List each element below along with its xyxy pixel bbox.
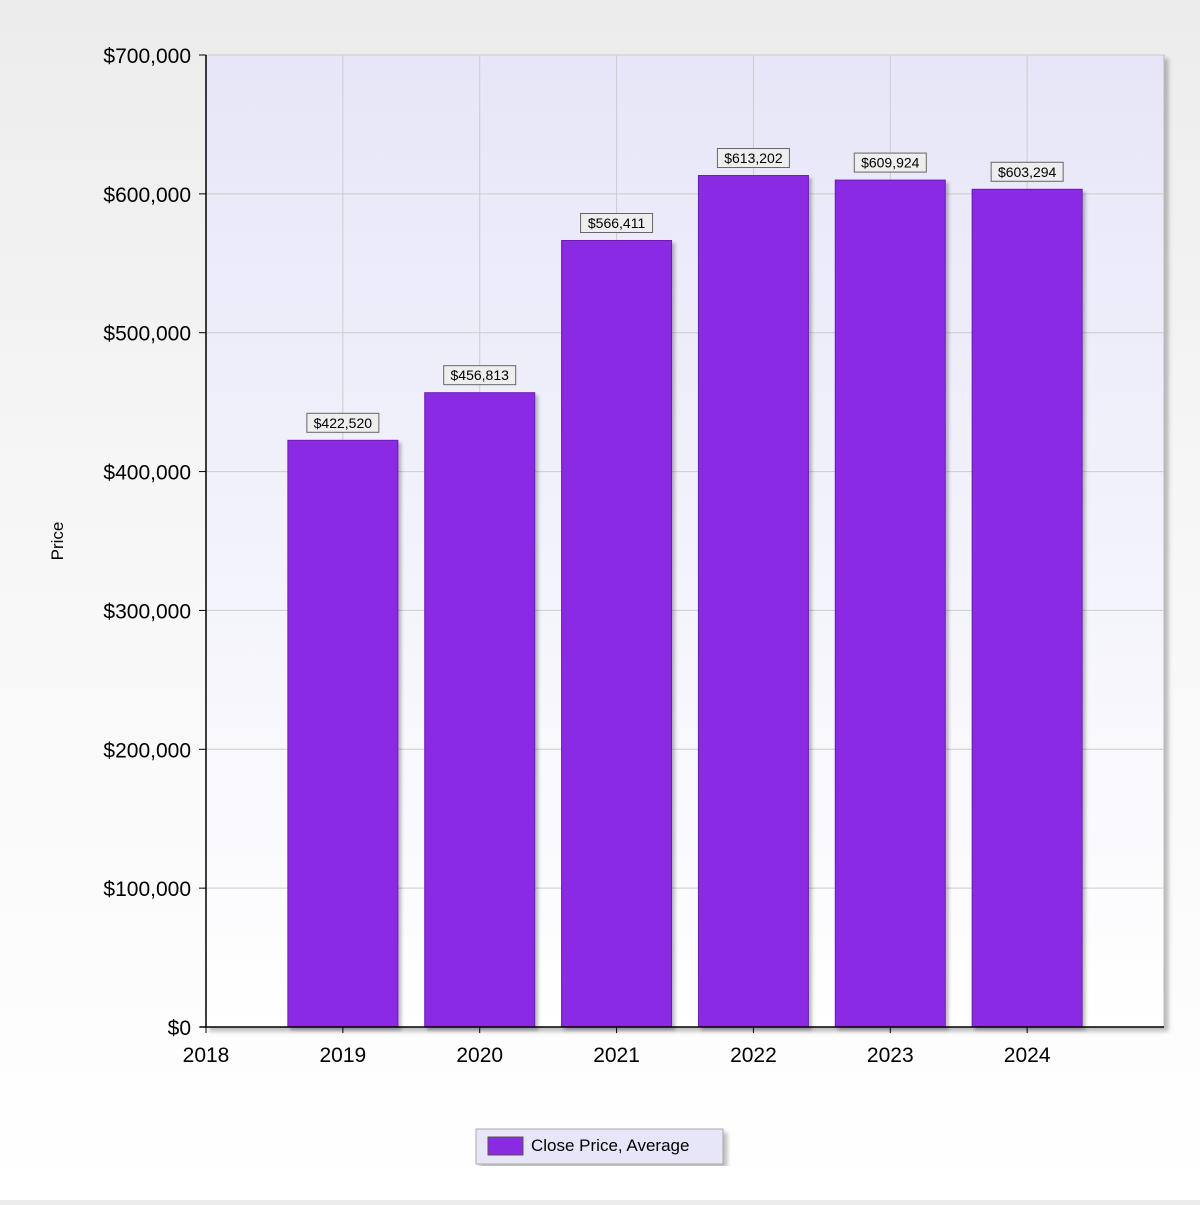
y-tick-label: $100,000 <box>103 878 191 901</box>
x-tick-label: 2019 <box>319 1044 366 1067</box>
data-label: $603,294 <box>998 164 1057 180</box>
bar-2021[interactable] <box>561 239 673 1028</box>
x-tick-label: 2018 <box>183 1044 230 1067</box>
y-tick-label: $0 <box>168 1017 191 1040</box>
data-label-box <box>853 152 927 173</box>
y-tick-label: $700,000 <box>103 45 191 68</box>
data-label: $422,520 <box>314 415 373 431</box>
data-label: $613,202 <box>724 150 783 166</box>
x-tick-label: 2023 <box>867 1044 914 1067</box>
data-label: $609,924 <box>861 155 920 171</box>
data-label-box <box>443 365 517 386</box>
bars <box>287 175 1083 1028</box>
bar-2023[interactable] <box>834 179 946 1028</box>
legend-label: Close Price, Average <box>531 1136 689 1155</box>
y-axis-title: Price <box>48 522 67 561</box>
data-label-box <box>580 212 654 233</box>
y-tick-label: $400,000 <box>103 462 191 485</box>
tick-labels: $0 $100,000 $200,000 $300,000 $400,000 $500,0… <box>103 45 1050 1067</box>
x-tick-label: 2020 <box>456 1044 503 1067</box>
data-label: $566,411 <box>588 215 646 231</box>
y-tick-label: $500,000 <box>103 323 191 346</box>
axes <box>199 54 1164 1033</box>
bar-2024[interactable] <box>971 188 1083 1028</box>
x-tick-label: 2024 <box>1004 1044 1051 1067</box>
x-tick-label: 2021 <box>593 1044 640 1067</box>
bar-2022[interactable] <box>697 175 809 1028</box>
data-label-box <box>306 412 380 433</box>
data-label: $456,813 <box>451 367 510 383</box>
bar-2020[interactable] <box>424 392 536 1028</box>
bar-2019[interactable] <box>287 439 399 1028</box>
y-tick-label: $300,000 <box>103 600 191 623</box>
y-tick-label: $600,000 <box>103 184 191 207</box>
legend-swatch <box>487 1136 524 1156</box>
x-tick-label: 2022 <box>730 1044 777 1067</box>
legend[interactable]: Close Price, Average <box>475 1128 724 1165</box>
data-label-box <box>716 148 790 169</box>
data-labels: $422,520 $456,813 $566,411 $613,202 $609,924… <box>306 148 1064 433</box>
y-tick-label: $200,000 <box>103 739 191 762</box>
data-label-box <box>990 161 1064 182</box>
